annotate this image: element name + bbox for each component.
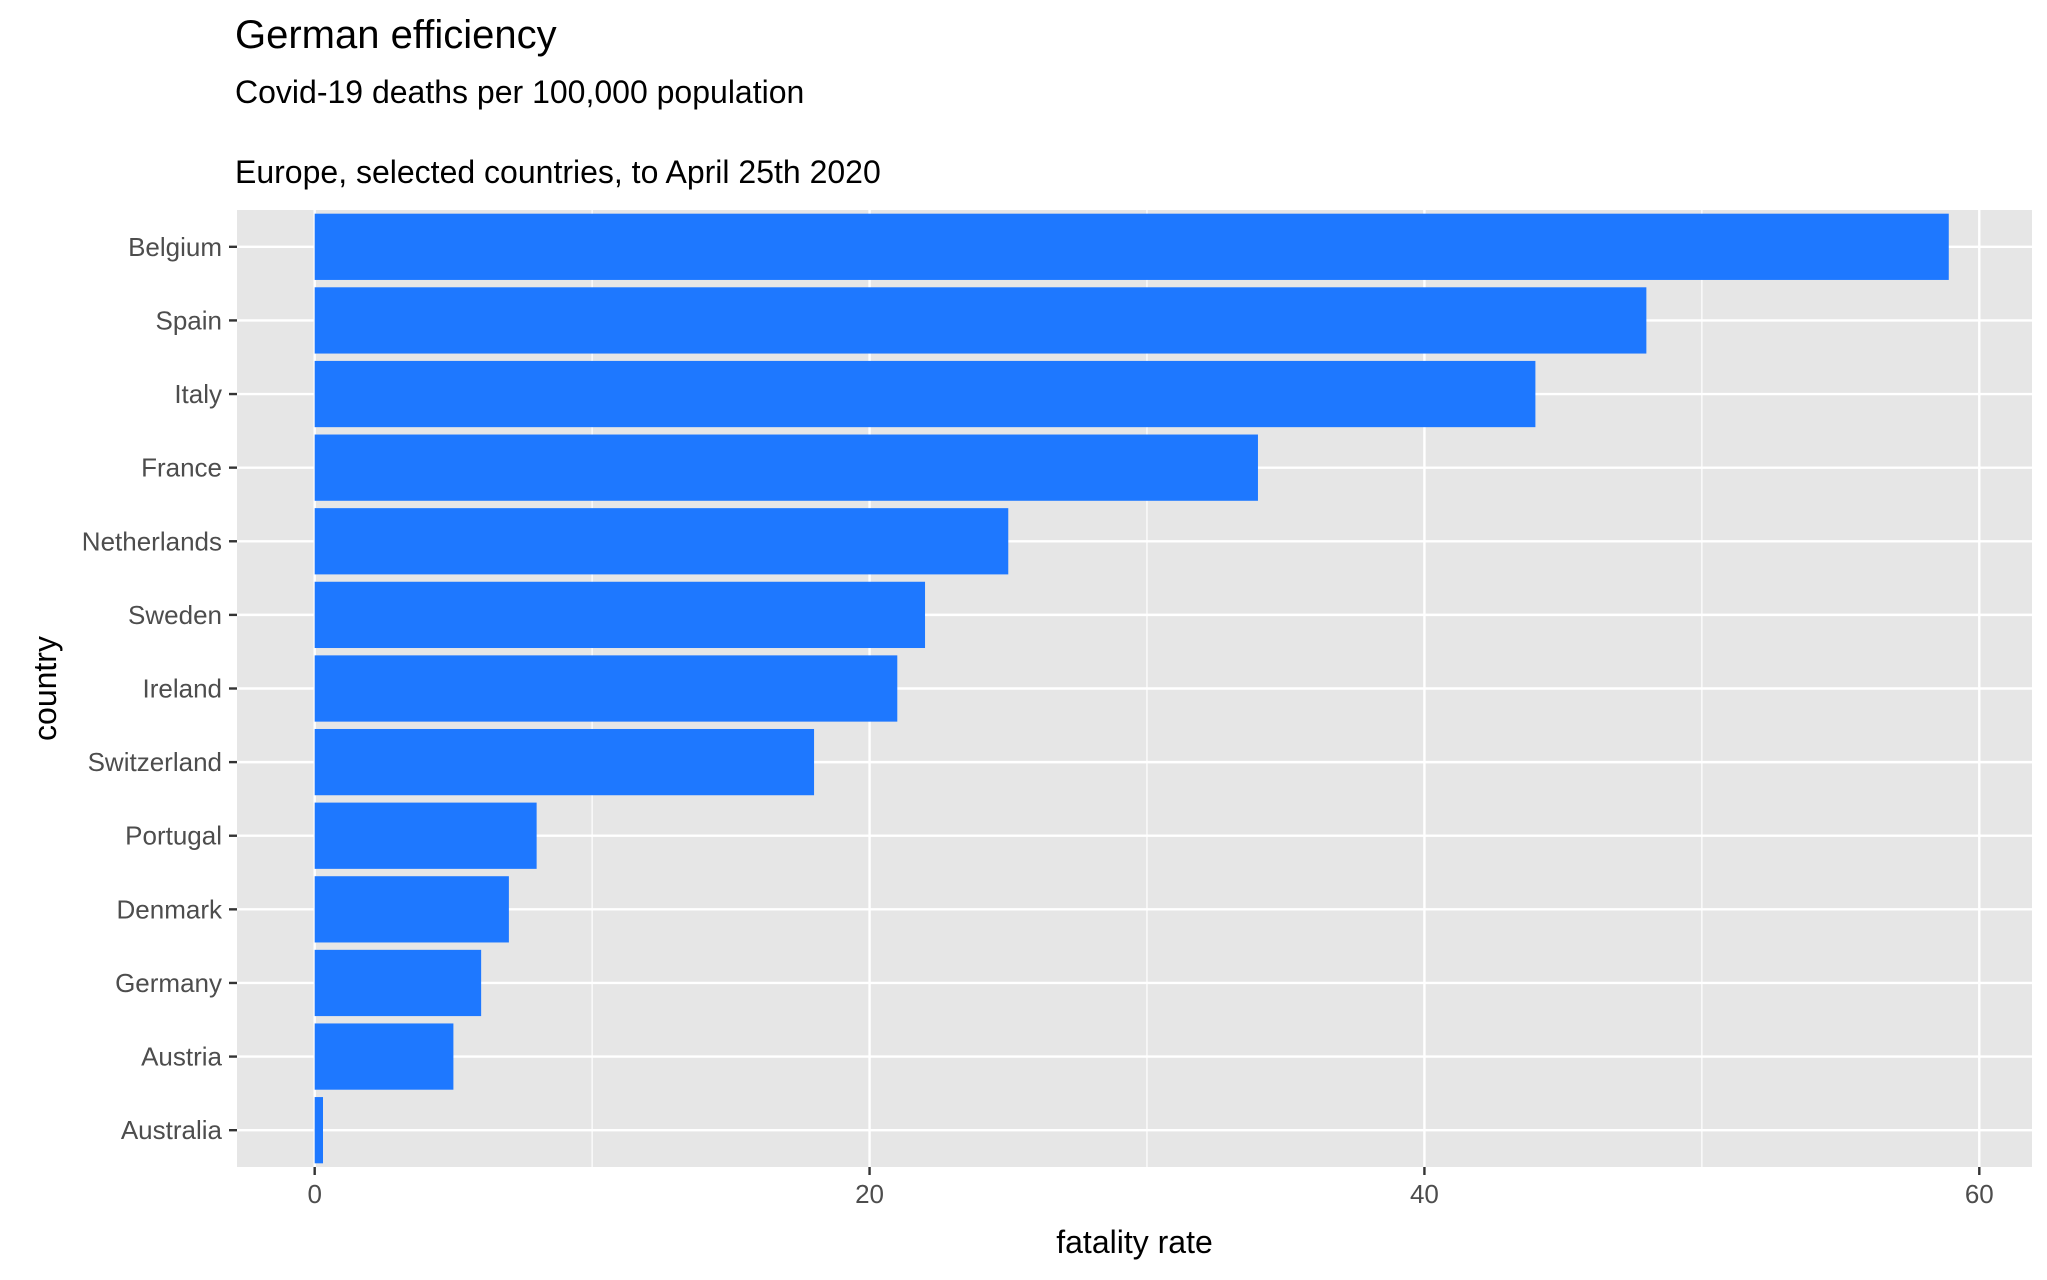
bar-australia xyxy=(314,1097,324,1164)
bar-sweden xyxy=(314,581,926,649)
x-axis: 0 20 40 60 xyxy=(307,1167,1994,1209)
x-axis-title: fatality rate xyxy=(1056,1224,1213,1260)
bar-ireland xyxy=(314,655,898,722)
bar-austria xyxy=(314,1023,454,1090)
bar-france xyxy=(314,434,1258,501)
y-tick-label: Portugal xyxy=(125,821,222,851)
bar-spain xyxy=(314,287,1647,354)
x-tick-label: 20 xyxy=(855,1179,884,1209)
y-tick-label: Switzerland xyxy=(88,747,222,777)
y-tick-label: Ireland xyxy=(143,674,223,704)
bar-netherlands xyxy=(314,508,1009,575)
y-tick-label: France xyxy=(141,453,222,483)
bar-italy xyxy=(314,360,1536,428)
x-tick-label: 60 xyxy=(1965,1179,1994,1209)
bar-denmark xyxy=(314,876,509,943)
y-tick-label: Netherlands xyxy=(82,526,222,556)
bar-belgium xyxy=(314,213,1949,280)
x-tick-label: 0 xyxy=(307,1179,321,1209)
y-tick-label: Belgium xyxy=(128,232,222,262)
y-tick-label: Spain xyxy=(156,305,223,335)
bar-portugal xyxy=(314,802,537,869)
y-tick-label: Denmark xyxy=(117,894,223,924)
y-tick-label: Italy xyxy=(174,379,222,409)
bar-switzerland xyxy=(314,728,815,796)
x-tick-label: 40 xyxy=(1410,1179,1439,1209)
chart-title: German efficiency xyxy=(235,13,557,57)
y-tick-label: Sweden xyxy=(128,600,222,630)
bar-germany xyxy=(314,949,482,1017)
chart-subtitle: Covid-19 deaths per 100,000 population xyxy=(235,74,804,110)
y-tick-label: Austria xyxy=(141,1042,222,1072)
y-tick-label: Australia xyxy=(121,1115,223,1145)
y-tick-label: Germany xyxy=(115,968,222,998)
chart-caption: Europe, selected countries, to April 25t… xyxy=(235,154,881,190)
y-axis-title: country xyxy=(27,636,63,741)
y-axis: Belgium Spain Italy France Netherlands Sweden… xyxy=(82,232,237,1145)
bars xyxy=(314,213,1949,1164)
